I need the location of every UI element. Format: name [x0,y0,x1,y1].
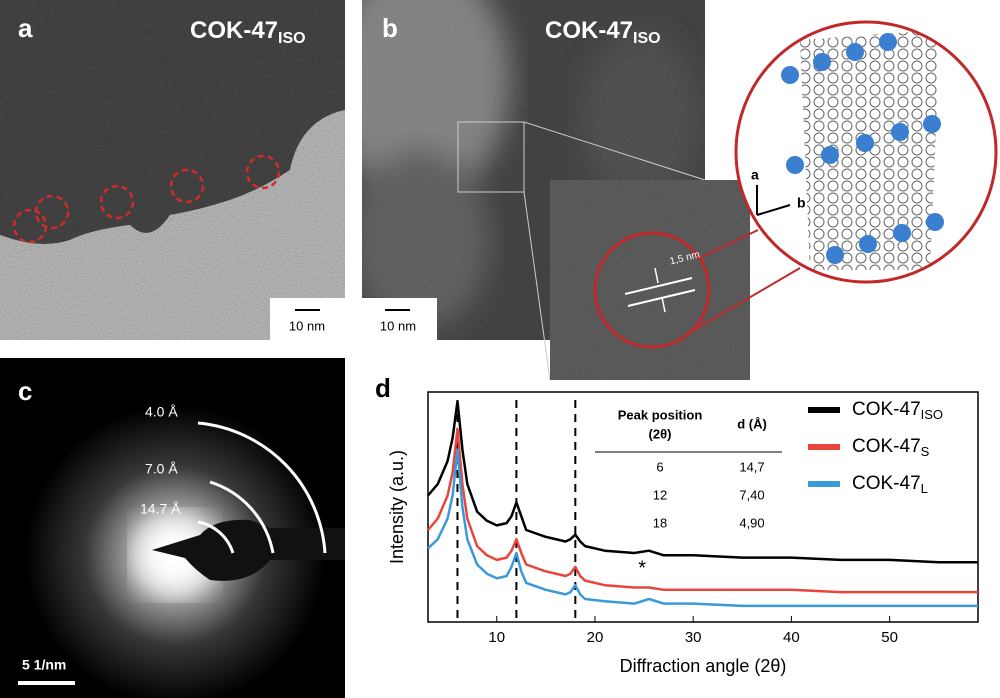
x-tick-label: 10 [488,629,505,646]
zoom-line [523,191,551,381]
panel-b-image [362,0,705,340]
panel-label: a [18,13,33,43]
x-tick-label: 50 [881,629,898,646]
table-cell: 6 [656,459,663,474]
table-cell: 18 [653,515,667,530]
framework [734,20,998,284]
axis-label: b [797,195,806,211]
table-cell: 14,7 [739,459,764,474]
connector [699,229,759,259]
axis-label: a [751,167,759,183]
y-axis-label: Intensity (a.u.) [387,450,407,564]
ring-label: 14.7 Å [140,501,181,517]
ring-label: 4.0 Å [145,404,178,420]
x-tick-label: 30 [685,629,702,646]
scale-bar-label: 10 nm [289,318,325,333]
panel-title: COK-47ISO [545,17,661,47]
x-tick-label: 20 [587,629,604,646]
panel-label: b [382,13,398,43]
x-tick-label: 40 [783,629,800,646]
zoom-line [523,121,706,181]
table-header: d (Å) [737,416,767,431]
scale-bar-label: 5 1/nm [22,657,66,673]
legend-sub: ISO [921,407,943,422]
legend-sub: L [921,481,928,496]
connector [693,267,801,331]
table-cell: 4,90 [739,515,764,530]
annotation: * [638,557,646,579]
series-line [427,448,978,608]
table-cell: 12 [653,487,667,502]
legend-label: COK-47L [852,473,928,496]
ring-label: 7.0 Å [145,461,178,477]
panel-label: d [375,373,391,403]
panel-title: COK-47ISO [190,17,306,47]
legend-label: COK-47S [852,436,930,459]
legend-label: COK-47ISO [852,399,943,422]
panel-a-image [0,0,345,340]
table-header: Peak position [618,407,703,422]
panel-label: c [18,376,32,406]
legend-name: COK-47 [852,436,921,457]
series-line [427,427,978,594]
legend-name: COK-47 [852,473,921,494]
legend-name: COK-47 [852,399,921,420]
scale-bar-label: 10 nm [380,318,416,333]
x-axis-label: Diffraction angle (2θ) [620,656,787,676]
series-line [427,399,978,564]
legend-sub: S [921,444,930,459]
table-header: (2θ) [649,426,672,441]
inset [550,180,750,380]
table-cell: 7,40 [739,487,764,502]
panel-c-image [0,358,345,698]
plot-frame [427,391,979,623]
zoom-box [457,121,525,193]
